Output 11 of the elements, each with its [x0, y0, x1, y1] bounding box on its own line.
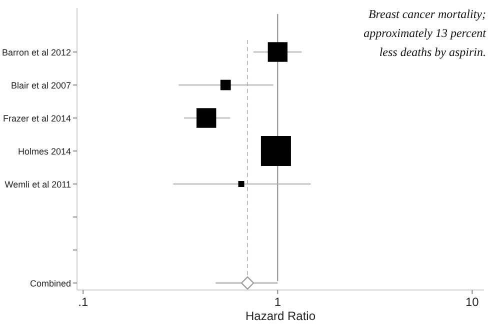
y-tick-label: Blair et al 2007	[10, 80, 71, 90]
x-axis-title: Hazard Ratio	[245, 309, 316, 323]
y-tick-label: Holmes 2014	[18, 146, 71, 156]
annotation: Breast cancer mortality; approximately 13 percent less deaths by aspirin.	[364, 7, 487, 59]
y-tick-label: Combined	[30, 278, 71, 288]
x-tick-label: .1	[78, 295, 88, 309]
y-tick-label: Barron et al 2012	[2, 48, 71, 58]
x-tick-label: 1	[274, 295, 282, 309]
y-tick-label: Wemli et al 2011	[4, 180, 71, 190]
x-tick-label: 10	[466, 295, 480, 309]
y-tick-label: Frazer et al 2014	[2, 114, 71, 124]
